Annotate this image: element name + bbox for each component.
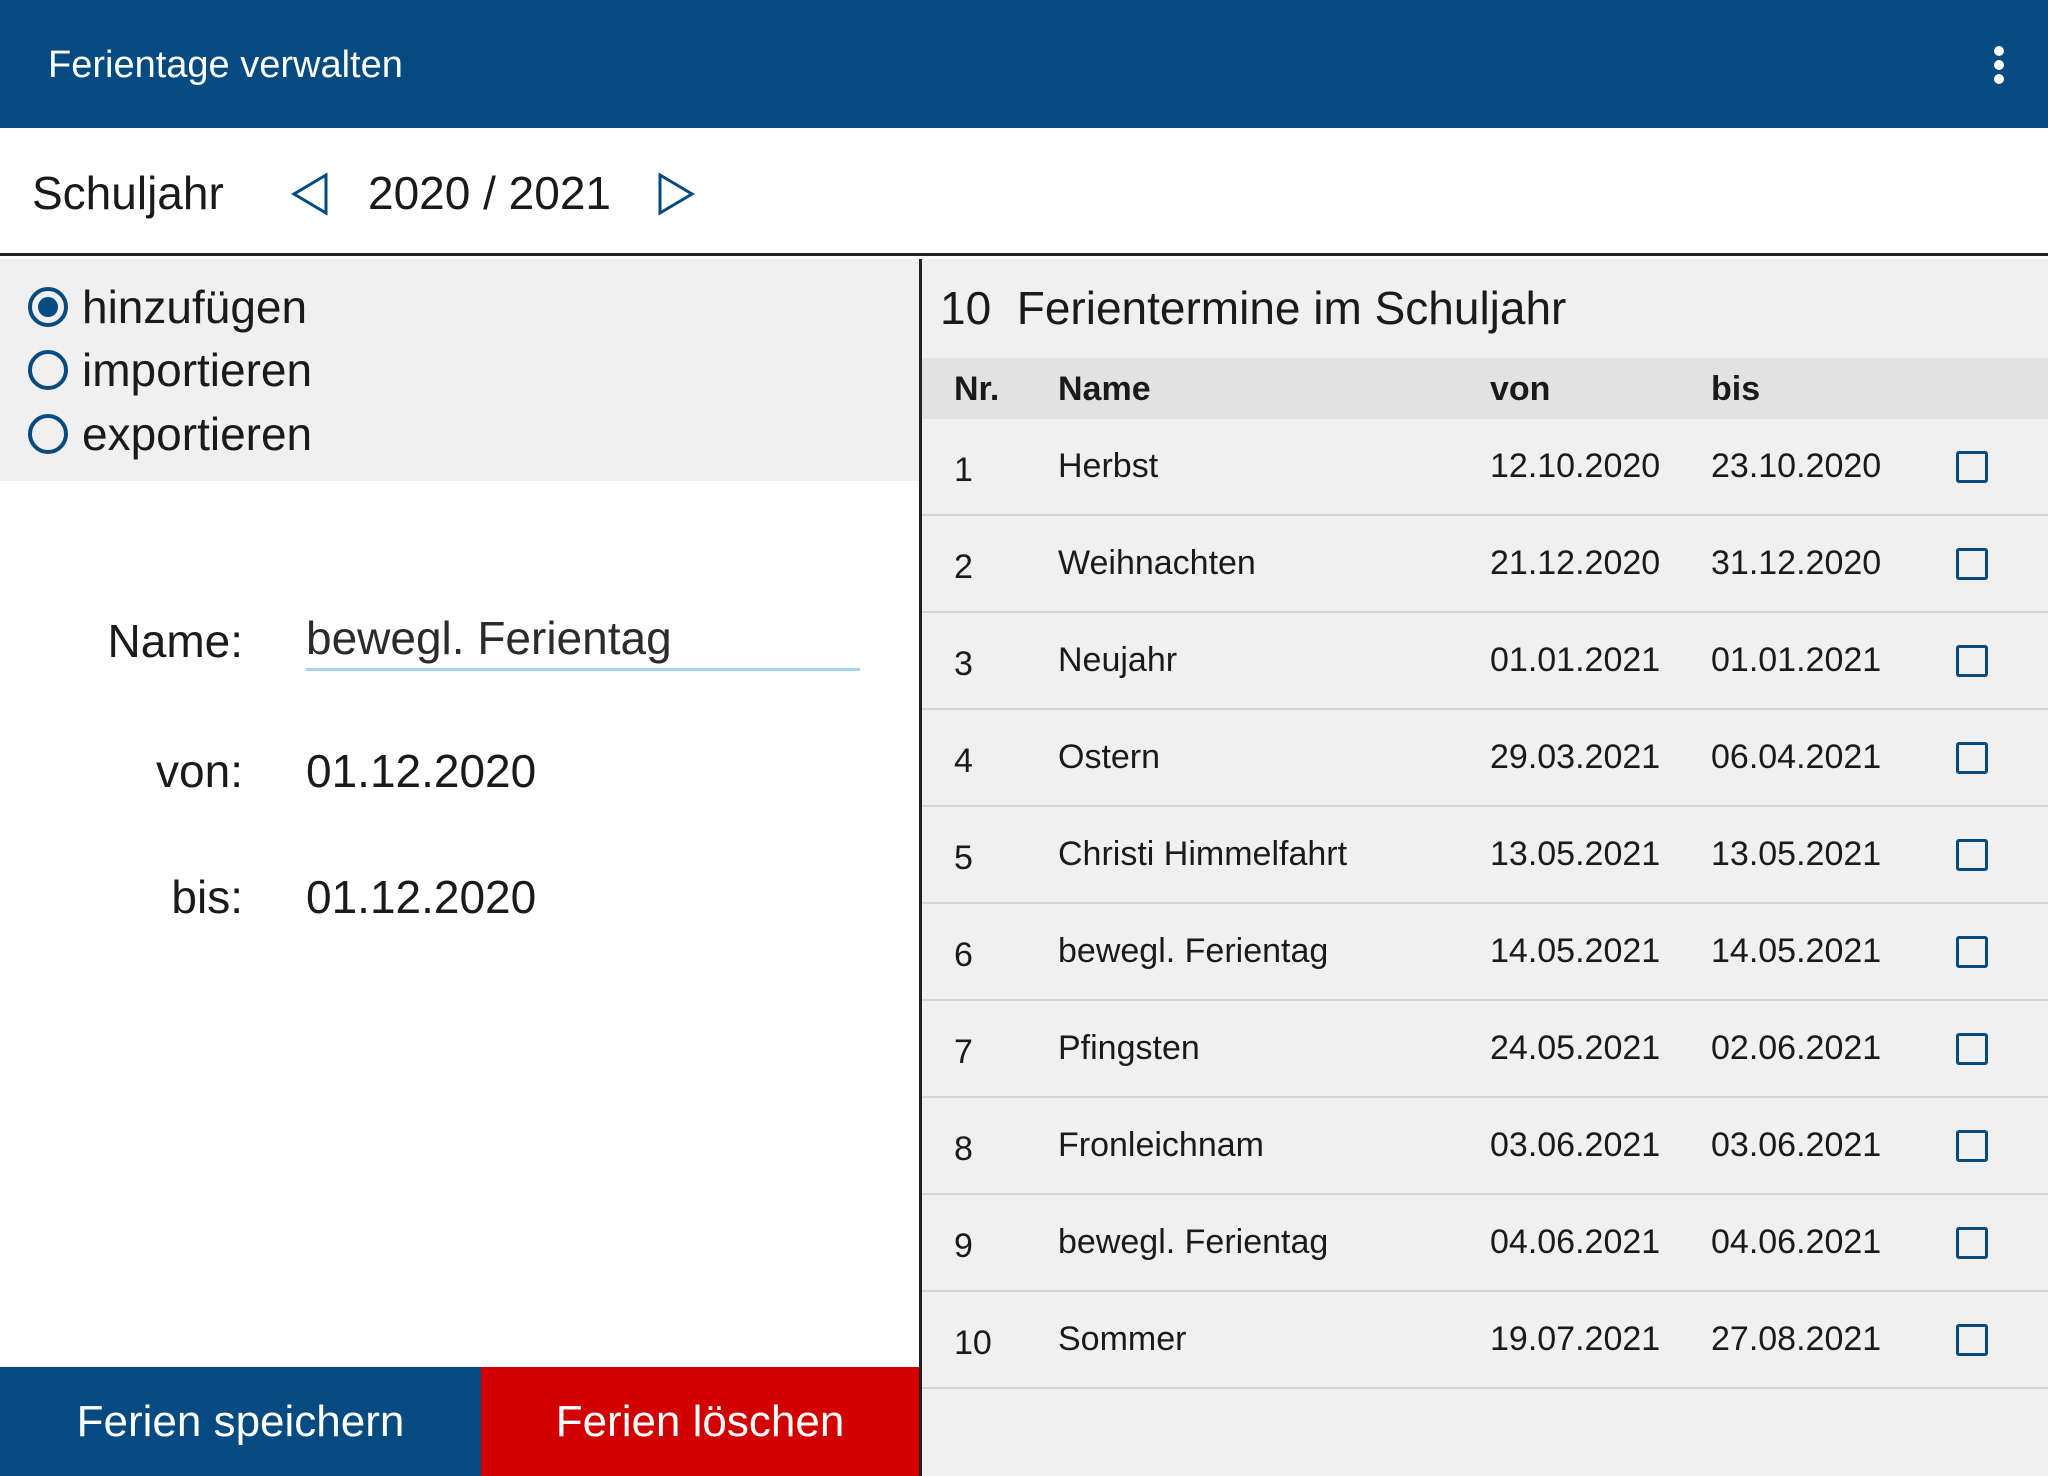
row-von: 19.07.2021 [1490, 1320, 1661, 1358]
row-name: Ostern [1058, 738, 1161, 776]
row-bis: 06.04.2021 [1711, 738, 1882, 776]
row-von: 14.05.2021 [1490, 932, 1661, 970]
school-year-value: 2020 / 2021 [368, 167, 612, 219]
row-bis: 31.12.2020 [1711, 544, 1882, 582]
table-row[interactable]: 1 Herbst 12.10.2020 23.10.2020 [922, 419, 2048, 516]
row-von: 12.10.2020 [1490, 447, 1661, 485]
radio-icon[interactable] [28, 350, 68, 390]
row-name: Weihnachten [1058, 544, 1256, 582]
table-row[interactable]: 7 Pfingsten 24.05.2021 02.06.2021 [922, 1001, 2048, 1098]
mode-option-import[interactable]: importieren [28, 342, 312, 398]
row-bis: 04.06.2021 [1711, 1223, 1882, 1261]
save-holidays-button[interactable]: Ferien speichern [0, 1367, 481, 1476]
edit-panel: hinzufügen importieren exportieren Name:… [0, 259, 922, 1476]
row-von: 04.06.2021 [1490, 1223, 1661, 1261]
holiday-count: 10 [940, 282, 992, 334]
row-number: 3 [954, 645, 973, 683]
mode-label: importieren [82, 344, 313, 396]
row-bis: 01.01.2021 [1711, 641, 1882, 679]
row-name: bewegl. Ferientag [1058, 1223, 1329, 1261]
bis-label: bis: [171, 871, 243, 923]
table-row[interactable]: 4 Ostern 29.03.2021 06.04.2021 [922, 710, 2048, 807]
row-name: Pfingsten [1058, 1029, 1200, 1067]
table-row[interactable]: 3 Neujahr 01.01.2021 01.01.2021 [922, 613, 2048, 710]
radio-selected-icon[interactable] [28, 287, 68, 327]
app-title: Ferientage verwalten [48, 44, 403, 86]
table-row[interactable]: 5 Christi Himmelfahrt 13.05.2021 13.05.2021 [922, 807, 2048, 904]
checkbox-icon[interactable] [1956, 1227, 1988, 1259]
row-von: 24.05.2021 [1490, 1029, 1661, 1067]
row-von: 03.06.2021 [1490, 1126, 1661, 1164]
list-title-text: Ferientermine im Schuljahr [1016, 282, 1567, 334]
row-number: 1 [954, 451, 973, 489]
school-year-selector: Schuljahr 2020 / 2021 [0, 128, 2048, 256]
row-number: 9 [954, 1227, 973, 1265]
checkbox-icon[interactable] [1956, 742, 1988, 774]
checkbox-icon[interactable] [1956, 1033, 1988, 1065]
row-von: 29.03.2021 [1490, 738, 1661, 776]
name-input[interactable] [306, 607, 860, 671]
mode-radio-group: hinzufügen importieren exportieren [0, 259, 919, 481]
holiday-list-panel: 10 Ferientermine im Schuljahr Nr. Name v… [922, 259, 2048, 1476]
list-title: 10 Ferientermine im Schuljahr [940, 281, 1566, 335]
row-number: 10 [954, 1324, 992, 1362]
holiday-table-body: 1 Herbst 12.10.2020 23.10.2020 2 Weihnachten 2… [922, 419, 2048, 1389]
row-name: Fronleichnam [1058, 1126, 1264, 1164]
row-name: Christi Himmelfahrt [1058, 835, 1348, 873]
triangle-right-icon[interactable] [656, 172, 696, 216]
checkbox-icon[interactable] [1956, 936, 1988, 968]
radio-icon[interactable] [28, 414, 68, 454]
table-row[interactable]: 9 bewegl. Ferientag 04.06.2021 04.06.2021 [922, 1195, 2048, 1292]
table-row[interactable]: 6 bewegl. Ferientag 14.05.2021 14.05.2021 [922, 904, 2048, 1001]
checkbox-icon[interactable] [1956, 839, 1988, 871]
mode-option-export[interactable]: exportieren [28, 406, 312, 462]
von-date-field[interactable]: 01.12.2020 [306, 745, 537, 797]
row-bis: 14.05.2021 [1711, 932, 1882, 970]
row-bis: 13.05.2021 [1711, 835, 1882, 873]
more-vert-icon[interactable] [1992, 46, 2006, 84]
row-bis: 02.06.2021 [1711, 1029, 1882, 1067]
mode-option-add[interactable]: hinzufügen [28, 279, 307, 335]
checkbox-icon[interactable] [1956, 451, 1988, 483]
bis-date-field[interactable]: 01.12.2020 [306, 871, 537, 923]
row-number: 4 [954, 742, 973, 780]
row-von: 01.01.2021 [1490, 641, 1661, 679]
table-row[interactable]: 8 Fronleichnam 03.06.2021 03.06.2021 [922, 1098, 2048, 1195]
checkbox-icon[interactable] [1956, 645, 1988, 677]
delete-holidays-button[interactable]: Ferien löschen [481, 1367, 919, 1476]
school-year-label: Schuljahr [32, 167, 224, 219]
row-number: 5 [954, 839, 973, 877]
row-number: 6 [954, 936, 973, 974]
header-name: Name [1058, 370, 1151, 408]
checkbox-icon[interactable] [1956, 548, 1988, 580]
table-row[interactable]: 2 Weihnachten 21.12.2020 31.12.2020 [922, 516, 2048, 613]
checkbox-icon[interactable] [1956, 1130, 1988, 1162]
row-number: 8 [954, 1130, 973, 1168]
row-number: 2 [954, 548, 973, 586]
table-row[interactable]: 10 Sommer 19.07.2021 27.08.2021 [922, 1292, 2048, 1389]
header-bis: bis [1711, 370, 1761, 408]
mode-label: hinzufügen [82, 281, 308, 333]
triangle-left-icon[interactable] [290, 172, 330, 216]
app-bar: Ferientage verwalten [0, 0, 2048, 128]
header-von: von [1490, 370, 1551, 408]
table-header: Nr. Name von bis [922, 358, 2048, 419]
row-name: bewegl. Ferientag [1058, 932, 1329, 970]
header-nr: Nr. [954, 370, 1000, 408]
row-name: Herbst [1058, 447, 1159, 485]
row-bis: 03.06.2021 [1711, 1126, 1882, 1164]
von-label: von: [156, 745, 243, 797]
row-von: 21.12.2020 [1490, 544, 1661, 582]
checkbox-icon[interactable] [1956, 1324, 1988, 1356]
row-von: 13.05.2021 [1490, 835, 1661, 873]
mode-label: exportieren [82, 408, 313, 460]
name-label: Name: [107, 615, 243, 667]
row-name: Neujahr [1058, 641, 1178, 679]
row-bis: 23.10.2020 [1711, 447, 1882, 485]
row-bis: 27.08.2021 [1711, 1320, 1882, 1358]
row-name: Sommer [1058, 1320, 1187, 1358]
row-number: 7 [954, 1033, 973, 1071]
